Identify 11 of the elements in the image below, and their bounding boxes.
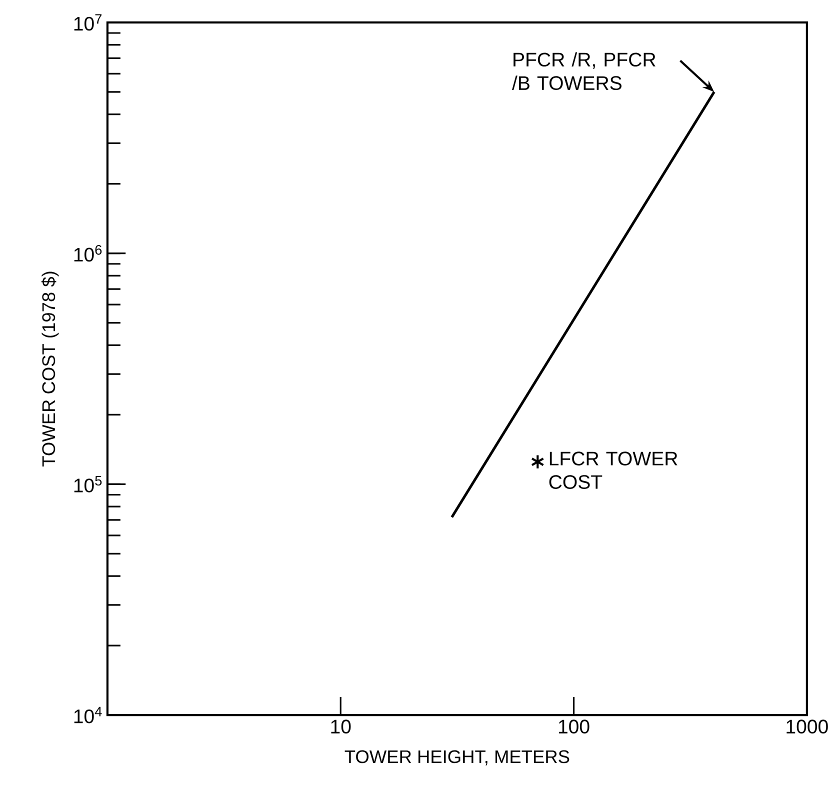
y-tick-label: 10$^{7}$ [74,14,102,31]
x-tick-label: 10 [331,720,351,734]
annotation: LFCR TOWER COST [549,452,678,489]
x-axis-title: TOWER HEIGHT, METERS [344,750,570,766]
y-tick-label: 10$^{5}$ [74,476,102,492]
x-tick-label: 100 [558,720,590,734]
y-axis-title: TOWER COST (1978 $) [41,272,59,466]
y-tick-label: 10$^{6}$ [74,245,102,262]
x-tick-label: 1000 [786,720,828,734]
annotation: PFCR /R, PFCR /B TOWERS [512,52,656,90]
y-tick-label: 10$^{4}$ [74,706,102,724]
